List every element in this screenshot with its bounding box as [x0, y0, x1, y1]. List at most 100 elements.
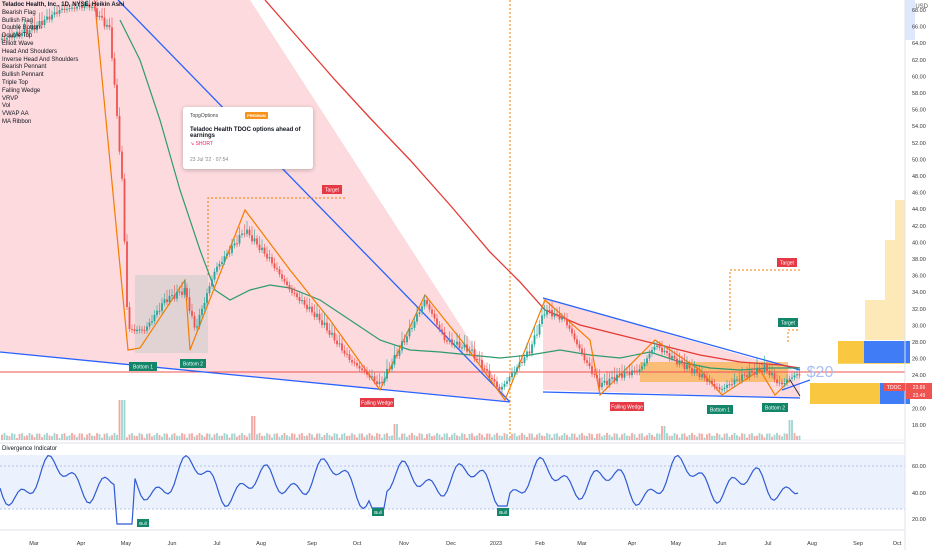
- time-tick-label: May: [121, 541, 132, 547]
- volume-bar: [38, 433, 41, 440]
- news-card[interactable]: TopgOptions PREMIUM Teladoc Health TDOC …: [183, 107, 313, 169]
- candle-body: [456, 341, 458, 345]
- volume-bar: [203, 436, 206, 440]
- indicator-item[interactable]: Double Top: [2, 33, 33, 40]
- volume-bar: [326, 433, 328, 440]
- candle-body: [796, 374, 798, 376]
- candle-body: [561, 317, 563, 320]
- indicator-item[interactable]: Inverse Head And Shoulders: [2, 56, 79, 63]
- candle-body: [753, 372, 756, 375]
- volume-bar: [206, 433, 208, 440]
- volume-bar: [118, 400, 121, 440]
- candle-body: [293, 292, 296, 294]
- indicator-axis: 60.00 40.00 20.00: [912, 464, 926, 523]
- volume-bar: [733, 433, 736, 440]
- volume-bar: [76, 436, 78, 440]
- candle-body: [683, 363, 686, 370]
- volume-bar: [246, 436, 248, 440]
- candle-body: [696, 369, 698, 373]
- candle-body: [706, 378, 708, 383]
- price-tick-label: 34.00: [912, 290, 926, 296]
- candle-body: [771, 373, 773, 376]
- volume-bar: [201, 434, 203, 440]
- volume-bar: [771, 436, 773, 440]
- volume-bar: [71, 433, 73, 440]
- candle-body: [81, 5, 83, 9]
- ticker-tag: [884, 383, 905, 391]
- volume-bar: [563, 433, 566, 440]
- candle-body: [213, 271, 216, 280]
- candle-body: [101, 15, 103, 18]
- indicator-list: Bearish Flag Bullish Flag Double Bottom Dou…: [2, 10, 124, 127]
- volume-bar: [251, 416, 253, 440]
- oscillator-line: [0, 454, 799, 525]
- indicator-item[interactable]: Triple Top: [2, 79, 29, 86]
- candle-body: [171, 295, 173, 297]
- volume-bar: [491, 437, 493, 440]
- indicator-item[interactable]: Bullish Flag: [2, 17, 34, 24]
- volume-bar: [506, 434, 508, 440]
- volume-bar: [798, 435, 801, 440]
- candle-body: [58, 10, 61, 14]
- candle-body: [536, 334, 538, 336]
- chart-title[interactable]: Teladoc Health, Inc., 1D, NYSE, Heikin A…: [2, 2, 125, 8]
- volume-bar: [641, 433, 643, 440]
- indicator-item[interactable]: Bearish Flag: [2, 9, 36, 16]
- candle-body: [376, 381, 378, 385]
- volume-bar: [663, 426, 666, 440]
- volume-bar: [608, 434, 611, 440]
- candle-body: [126, 241, 128, 308]
- volume-bar: [703, 437, 706, 440]
- candle-body: [521, 362, 523, 364]
- candle-body: [543, 314, 546, 316]
- volume-bar: [493, 434, 496, 440]
- volume-bar: [453, 433, 456, 440]
- volume-bar: [73, 434, 76, 440]
- indicator-item[interactable]: VRVP: [2, 95, 19, 102]
- indicator-item[interactable]: Vol: [2, 103, 11, 110]
- candle-body: [386, 368, 388, 379]
- volume-bar: [598, 433, 601, 440]
- volume-bar: [603, 435, 606, 440]
- candle-body: [276, 268, 278, 270]
- news-title[interactable]: Teladoc Health TDOC options ahead of ear…: [190, 127, 301, 139]
- time-tick-label: Mar: [29, 541, 39, 547]
- volume-bar: [456, 435, 458, 440]
- candle-body: [343, 350, 346, 354]
- indicator-item[interactable]: Head And Shoulders: [2, 48, 58, 55]
- volume-bar: [743, 433, 746, 440]
- indicator-item[interactable]: Bullish Pennant: [2, 72, 44, 79]
- candle-body: [178, 291, 181, 293]
- volume-bar: [228, 437, 231, 440]
- time-tick-label: Oct: [353, 541, 362, 547]
- volume-bar: [316, 433, 318, 440]
- volume-bar: [543, 436, 546, 440]
- candle-body: [351, 359, 353, 363]
- candle-body: [316, 313, 318, 318]
- price-tick-label: 20.00: [912, 406, 926, 412]
- indicator-item[interactable]: Elliott Wave: [2, 40, 34, 47]
- volume-bar: [528, 433, 531, 440]
- divergence-indicator-title[interactable]: Divergence Indicator: [2, 446, 58, 452]
- candle-body: [296, 293, 298, 298]
- indicator-item[interactable]: Double Bottom: [2, 25, 42, 32]
- volume-bar: [28, 433, 31, 440]
- candle-body: [661, 347, 663, 353]
- indicator-item[interactable]: Bearish Pennant: [2, 64, 47, 71]
- volume-bar: [13, 434, 16, 440]
- volume-bar: [358, 433, 361, 440]
- candle-body: [571, 328, 573, 334]
- candle-body: [761, 370, 763, 372]
- bull-badge-1: [137, 519, 149, 527]
- ma-green: [119, 19, 800, 371]
- volume-bar: [546, 433, 548, 440]
- candle-body: [581, 348, 583, 354]
- candle-body: [578, 344, 581, 349]
- volume-bar: [128, 434, 131, 440]
- last-price-tag: [906, 383, 932, 391]
- candle-body: [798, 374, 801, 376]
- indicator-item[interactable]: Falling Wedge: [2, 87, 41, 94]
- indicator-item[interactable]: MA Ribbon: [2, 118, 32, 125]
- indicator-item[interactable]: VWAP AA: [2, 111, 29, 118]
